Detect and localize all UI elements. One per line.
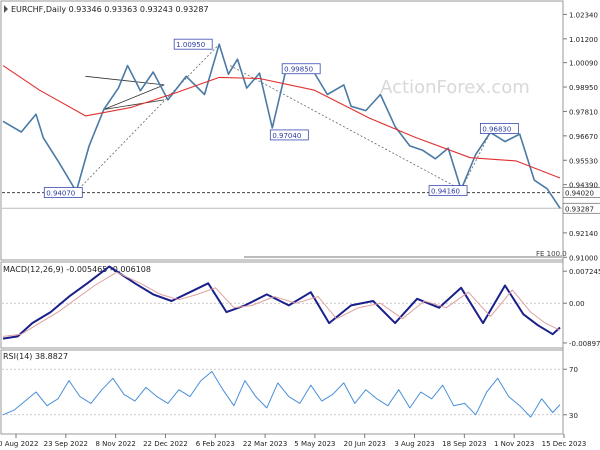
x-tick-label: 3 Aug 2023: [394, 440, 434, 448]
rsi-panel: [0, 349, 564, 435]
price-label: 0.94070: [46, 190, 75, 198]
price-label: 0.96830: [482, 125, 511, 133]
price-y-tick-label: 1.01200: [569, 36, 598, 44]
series-rsi-line: [2, 371, 561, 418]
price-y-tick-label: 0.97810: [569, 108, 598, 116]
price-y-tick-label: 0.92140: [569, 230, 598, 238]
price-label-box: [479, 123, 519, 134]
series-ma-line: [2, 65, 561, 179]
triangle-pattern: [85, 75, 165, 110]
series-macd-line: [2, 265, 561, 340]
price-y-tick-label: 0.95530: [569, 157, 598, 165]
price-y-tick-label: 1.00090: [569, 60, 598, 68]
series-eurchf-line: [2, 43, 561, 209]
price-label-box: [269, 129, 309, 141]
price-label: 0.99850: [284, 66, 313, 74]
rsi-title: RSI(14) 38.8827: [3, 352, 68, 361]
price-label: 0.94020: [565, 190, 594, 198]
x-tick-label: 8 Nov 2022: [95, 440, 135, 448]
macd-panel: [0, 261, 564, 349]
x-tick-label: 23 Sep 2022: [44, 440, 88, 448]
price-label-box: [562, 202, 600, 214]
price-label-box: [173, 38, 213, 50]
x-tick-label: 5 May 2023: [294, 440, 335, 448]
price-label-box: [562, 187, 600, 199]
x-tick-label: 6 Feb 2023: [196, 440, 235, 448]
x-tick-label: 20 Jun 2023: [344, 440, 386, 448]
price-y-tick-label: 0.96670: [569, 133, 598, 141]
price-label-box: [43, 187, 83, 198]
rsi-y-tick-label: 70: [569, 366, 578, 374]
macd-y-tick-label: 0.007245: [569, 268, 600, 276]
fe-label: FE 100.0: [536, 250, 567, 258]
price-y-tick-label: 0.94390: [569, 182, 598, 190]
price-label: 0.94160: [431, 188, 460, 196]
macd-title: MACD(12,26,9) -0.005465 -0.006108: [3, 265, 151, 274]
price-y-tick-label: 0.98950: [569, 84, 598, 92]
price-title-text: EURCHF,Daily 0.93346 0.93363 0.93243 0.9…: [11, 5, 209, 14]
x-tick-label: 22 Mar 2023: [243, 440, 287, 448]
price-label: 1.00950: [176, 41, 205, 49]
macd-y-tick-label: -0.008979: [569, 340, 600, 348]
macd-y-tick-label: 0.00: [569, 300, 585, 308]
price-label: 0.97040: [272, 132, 301, 140]
price-y-tick-label: 0.91000: [569, 254, 598, 262]
trend-line: [460, 132, 491, 190]
price-title: EURCHF,Daily 0.93346 0.93363 0.93243 0.9…: [4, 5, 209, 14]
x-tick-label: 10 Aug 2022: [0, 440, 38, 448]
x-tick-label: 18 Sep 2023: [442, 440, 486, 448]
x-tick-label: 1 Nov 2023: [494, 440, 534, 448]
series-signal-line: [2, 271, 561, 337]
rsi-y-tick-label: 30: [569, 412, 578, 420]
price-label-box: [281, 63, 321, 75]
x-tick-label: 22 Dec 2022: [143, 440, 188, 448]
x-tick-label: 15 Dec 2023: [542, 440, 587, 448]
price-label-box: [428, 185, 468, 197]
price-y-tick-label: 1.02340: [569, 11, 598, 19]
title-triangle-icon: [4, 5, 8, 13]
price-label: 0.93287: [565, 205, 594, 213]
watermark: ActionForex.com: [380, 77, 530, 98]
